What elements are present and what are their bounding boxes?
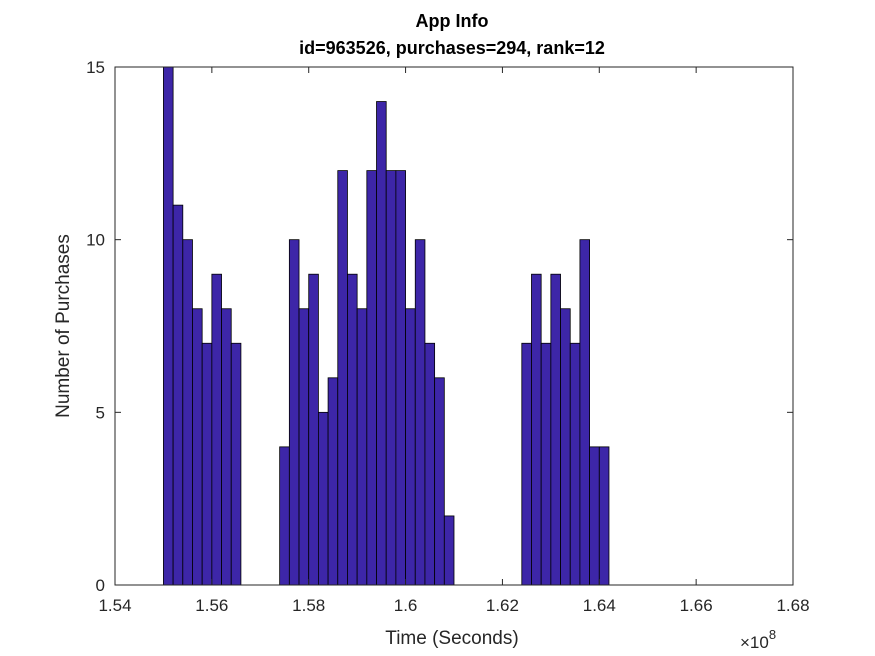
histogram-bar — [230, 342, 242, 586]
x-scale-exponent-label: ×108 — [740, 627, 776, 652]
histogram-bar — [569, 342, 581, 586]
histogram-bar — [531, 273, 542, 586]
ticks-group: 1.54 1.56 1.58 1.6 1.62 1.64 1.66 1.68 0 5 10 15 — [86, 58, 809, 615]
x-tick-label: 1.58 — [292, 596, 325, 615]
histogram-bar — [434, 377, 445, 586]
histogram-bar — [172, 204, 184, 586]
histogram-bar — [221, 308, 232, 586]
histogram-bar — [337, 170, 348, 586]
y-tick-label: 5 — [96, 403, 105, 422]
histogram-bar — [201, 342, 213, 586]
histogram-bar — [414, 239, 426, 586]
histogram-bar — [317, 411, 329, 586]
histogram-bar — [385, 170, 397, 586]
histogram-bar — [579, 239, 591, 586]
histogram-bar — [192, 308, 203, 586]
x-scale-exponent: 8 — [769, 627, 776, 642]
y-tick-label: 0 — [96, 576, 105, 595]
histogram-bar — [327, 377, 339, 586]
x-axis-label: Time (Seconds) — [385, 628, 518, 649]
x-tick-label: 1.64 — [583, 596, 616, 615]
histogram-bar — [405, 308, 416, 586]
histogram-bar — [347, 273, 358, 586]
histogram-bar — [288, 239, 300, 586]
histogram-bar — [298, 308, 310, 586]
histogram-bar — [308, 273, 319, 586]
y-axis-label: Number of Purchases — [53, 234, 74, 418]
plot-frame — [114, 66, 794, 586]
histogram-bar — [211, 273, 222, 586]
histogram-bar — [589, 446, 600, 586]
histogram-bar — [424, 342, 436, 586]
histogram-bar — [521, 342, 532, 586]
histogram-bar — [443, 515, 455, 586]
chart-subtitle: id=963526, purchases=294, rank=12 — [299, 38, 605, 58]
y-tick-label: 10 — [86, 231, 105, 250]
histogram-bar — [395, 170, 406, 586]
chart-title: App Info — [416, 11, 489, 31]
x-tick-label: 1.54 — [98, 596, 131, 615]
x-tick-label: 1.56 — [195, 596, 228, 615]
x-tick-label: 1.62 — [486, 596, 519, 615]
x-tick-label: 1.6 — [394, 596, 418, 615]
histogram-bar — [279, 446, 290, 586]
histogram-bar — [550, 273, 561, 586]
y-tick-label: 15 — [86, 58, 105, 77]
histogram-bar — [366, 170, 377, 586]
x-tick-label: 1.68 — [776, 596, 809, 615]
histogram-bar — [376, 101, 387, 586]
x-tick-label: 1.66 — [680, 596, 713, 615]
histogram-bar — [163, 66, 174, 586]
x-scale-exponent-base: ×10 — [740, 633, 769, 652]
histogram-bar — [598, 446, 610, 586]
histogram-bar — [560, 308, 571, 586]
histogram-bar — [540, 342, 552, 586]
histogram-bar — [356, 308, 368, 586]
histogram-bar — [182, 239, 193, 586]
